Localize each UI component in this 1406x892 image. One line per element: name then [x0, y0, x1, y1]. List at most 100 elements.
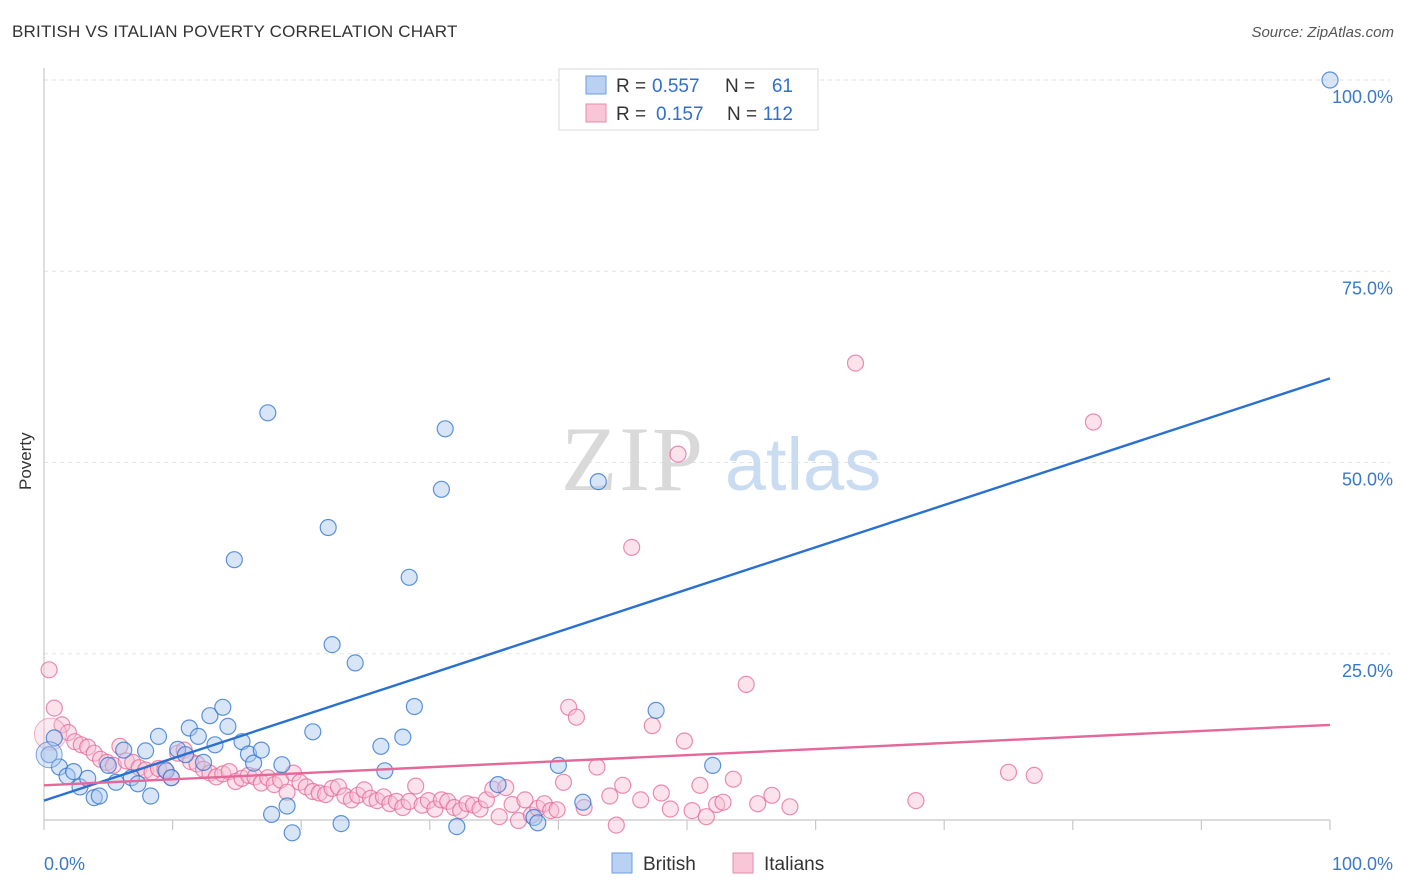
italians-point	[490, 808, 508, 826]
british-cluster-point	[35, 741, 63, 769]
italians-point	[503, 795, 521, 814]
british-point	[194, 753, 213, 772]
y-tick-label: 25.0%	[1342, 661, 1393, 681]
italians-point	[471, 800, 489, 818]
british-point	[589, 473, 607, 491]
italians-point	[104, 756, 123, 775]
italians-point	[614, 776, 632, 794]
italians-point	[548, 801, 566, 819]
italians-point	[999, 763, 1018, 781]
legend-r-label-italians: R =	[616, 104, 646, 125]
italians-point	[683, 801, 701, 820]
british-point	[304, 723, 322, 741]
x-ticks	[43, 820, 1331, 830]
italians-point	[737, 675, 755, 694]
italians-point	[79, 738, 97, 756]
italians-point	[691, 776, 709, 794]
british-point	[372, 737, 390, 755]
british-point	[239, 745, 258, 763]
italians-point	[407, 777, 425, 795]
italians-point	[763, 786, 781, 804]
italians-point	[477, 791, 495, 809]
british-point	[432, 480, 450, 498]
british-point	[99, 756, 117, 775]
british-point	[376, 762, 394, 780]
italians-point	[567, 708, 586, 726]
legend-r-value-italians: 0.157	[656, 104, 704, 125]
british-point	[647, 701, 665, 720]
y-tick-labels: 25.0% 50.0% 75.0% 100.0%	[1332, 87, 1393, 681]
italians-cluster-point	[33, 717, 67, 751]
italians-point	[304, 782, 322, 801]
legend-n-label-italians: N =	[727, 104, 757, 125]
trend-lines	[43, 377, 1331, 802]
italians-point	[675, 732, 694, 750]
italians-point	[317, 785, 335, 804]
british-point	[394, 728, 412, 746]
italians-point	[278, 783, 296, 801]
british-point	[137, 742, 155, 760]
italians-point	[45, 699, 63, 717]
british-point	[405, 697, 423, 716]
british-point	[129, 775, 147, 793]
british-point	[149, 727, 168, 746]
italians-point	[542, 801, 560, 820]
italians-point	[323, 779, 341, 798]
bottom-legend: British Italians	[611, 852, 824, 875]
british-point	[323, 635, 341, 654]
british-point	[219, 717, 237, 736]
italians-point	[516, 791, 534, 809]
british-point	[142, 787, 160, 805]
british-point	[319, 518, 337, 537]
british-point	[162, 769, 180, 787]
watermark-zip: ZIP	[561, 408, 705, 510]
legend-n-value-italians: 112	[763, 104, 793, 125]
y-tick-label: 100.0%	[1332, 87, 1393, 107]
watermark-atlas: atlas	[725, 423, 881, 506]
british-point	[90, 787, 108, 805]
italians-point	[439, 792, 457, 811]
british-point	[1321, 71, 1339, 89]
italians-point	[426, 800, 444, 818]
british-point	[529, 814, 547, 832]
british-point	[115, 741, 133, 759]
italians-point	[697, 808, 715, 826]
italians-point	[329, 778, 348, 796]
legend-n-label-british: N =	[725, 76, 755, 97]
bottom-legend-italians: Italians	[764, 854, 824, 875]
british-point	[273, 756, 291, 774]
italians-point	[643, 717, 661, 735]
british-point	[245, 754, 263, 772]
italians-point	[387, 792, 405, 811]
source-label: Source: ZipAtlas.com	[1251, 24, 1394, 41]
italians-point	[400, 792, 418, 811]
italians-point	[846, 354, 865, 372]
legend-r-value-british: 0.557	[652, 76, 700, 97]
british-point	[40, 746, 58, 764]
italians-point	[432, 791, 450, 809]
british-point	[489, 775, 507, 794]
italians-point	[781, 798, 799, 816]
italians-point	[1025, 766, 1043, 785]
italians-point	[714, 793, 732, 811]
y-tick-label: 75.0%	[1342, 278, 1393, 298]
british-point	[574, 793, 592, 811]
italians-point	[394, 798, 412, 817]
italians-point	[669, 445, 687, 463]
italians-point	[374, 788, 393, 806]
italians-point	[362, 789, 380, 807]
chart-title: BRITISH VS ITALIAN POVERTY CORRELATION C…	[12, 22, 458, 41]
bottom-legend-british: British	[643, 854, 696, 875]
italians-point	[661, 800, 679, 818]
british-point	[252, 741, 270, 759]
italians-trend-line	[43, 723, 1331, 787]
british-point	[201, 707, 219, 725]
italians-point	[652, 784, 670, 802]
british-point	[346, 654, 364, 672]
gridlines	[44, 79, 1390, 655]
bottom-legend-swatch-british	[611, 852, 633, 874]
british-point	[704, 756, 722, 775]
italians-point	[452, 801, 470, 820]
x-tick-label-max: 100.0%	[1332, 854, 1393, 874]
legend-box: R = 0.557 N = 61 R = 0.157 N = 112	[558, 68, 819, 131]
